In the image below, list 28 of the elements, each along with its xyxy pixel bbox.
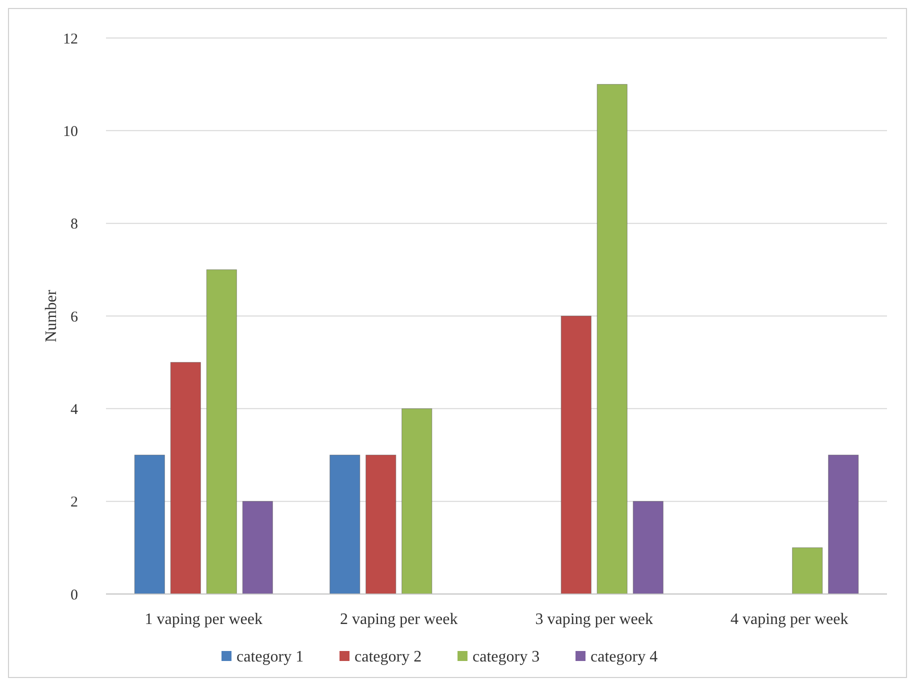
y-tick-label: 8 <box>70 216 78 233</box>
legend-label: category 2 <box>354 648 422 666</box>
bar <box>560 316 592 594</box>
bar <box>170 362 201 594</box>
y-axis-title: Number <box>43 289 60 342</box>
bar <box>632 501 664 594</box>
y-tick-label: 6 <box>70 309 78 326</box>
x-tick-label: 3 vaping per week <box>535 611 653 628</box>
y-tick-label: 4 <box>70 402 78 418</box>
x-tick-label: 4 vaping per week <box>730 611 848 628</box>
legend-label: category 4 <box>590 648 658 666</box>
bar <box>206 269 237 594</box>
legend-label: category 3 <box>472 648 540 666</box>
bar <box>402 408 432 594</box>
y-tick-label: 12 <box>63 31 78 48</box>
bar <box>828 454 859 594</box>
x-tick-label: 1 vaping per week <box>144 611 262 628</box>
y-tick-label: 2 <box>70 494 78 511</box>
bar <box>330 454 360 594</box>
legend-label: category 1 <box>236 648 304 666</box>
bar <box>596 84 628 594</box>
bar <box>242 501 273 594</box>
bar <box>134 454 165 594</box>
x-tick-label: 2 vaping per week <box>340 611 458 628</box>
bar <box>792 547 823 594</box>
bar <box>366 454 396 594</box>
y-tick-label: 10 <box>63 124 78 140</box>
y-tick-label: 0 <box>70 587 78 604</box>
